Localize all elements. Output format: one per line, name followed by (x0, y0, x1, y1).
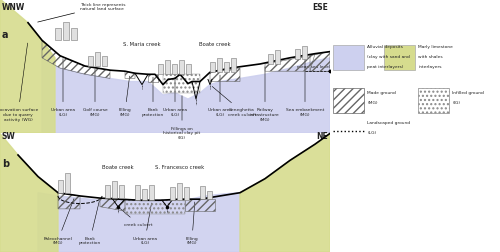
Text: Marly limestone: Marly limestone (418, 45, 454, 49)
Bar (275, 50, 280, 65)
Bar (268, 54, 273, 65)
Text: b: b (2, 158, 9, 168)
Text: Urban area
(LG): Urban area (LG) (163, 78, 187, 116)
Bar (88, 56, 93, 67)
Text: NE: NE (316, 132, 328, 141)
Text: Bank
protection: Bank protection (142, 78, 164, 116)
Polygon shape (0, 134, 58, 252)
Text: Fillings on
historical clay pit
(IG): Fillings on historical clay pit (IG) (164, 96, 200, 140)
Bar (135, 185, 140, 200)
Text: Ceneghetta
creek culvert: Ceneghetta creek culvert (212, 87, 256, 116)
Bar (172, 65, 177, 75)
Bar (231, 58, 236, 73)
Bar (58, 180, 63, 193)
Bar (177, 183, 182, 200)
Bar (102, 56, 107, 67)
Text: S. Maria creek: S. Maria creek (123, 42, 161, 47)
Bar (65, 174, 70, 193)
Text: Infilled ground: Infilled ground (452, 90, 484, 94)
Text: SW: SW (2, 132, 16, 141)
Bar (165, 61, 170, 75)
Bar (95, 52, 100, 67)
Text: Urban area
(LG): Urban area (LG) (133, 203, 157, 244)
Bar (105, 185, 110, 198)
Bar (71, 29, 77, 41)
Text: Urban area
(LG): Urban area (LG) (208, 76, 232, 116)
Bar (55, 29, 61, 41)
Bar (119, 185, 124, 198)
Text: Golf course
(MG): Golf course (MG) (82, 70, 108, 116)
Bar (184, 187, 189, 200)
Bar (302, 47, 307, 59)
Text: interlayers: interlayers (418, 65, 442, 69)
Text: creek culvert: creek culvert (120, 209, 152, 226)
Bar (179, 61, 184, 75)
Text: Boate creek: Boate creek (102, 164, 134, 169)
Bar (158, 65, 163, 75)
Text: peat interlayers): peat interlayers) (368, 65, 404, 69)
Text: Urban area
(LG): Urban area (LG) (51, 59, 75, 116)
Bar (186, 65, 191, 75)
Bar (200, 186, 205, 199)
Bar (207, 191, 212, 199)
Bar (142, 190, 147, 200)
Bar (384, 45, 415, 71)
Polygon shape (42, 58, 330, 134)
Bar (295, 49, 300, 59)
Text: Alluvial deposits: Alluvial deposits (368, 45, 404, 49)
Text: Bank
protection: Bank protection (79, 201, 101, 244)
Polygon shape (38, 193, 240, 252)
Text: S. Francesco creek: S. Francesco creek (156, 164, 204, 169)
Bar (112, 181, 117, 198)
Text: Landscaped ground: Landscaped ground (368, 120, 410, 124)
Bar (224, 63, 229, 73)
Bar (149, 185, 154, 200)
Text: Excavation surface
due to quarry
activity (WG): Excavation surface due to quarry activit… (0, 44, 38, 121)
Text: ESE: ESE (312, 3, 328, 12)
Bar (334, 88, 364, 113)
Text: a: a (2, 30, 8, 40)
Bar (210, 63, 215, 73)
Text: Paleochannel
(MG): Paleochannel (MG) (44, 199, 74, 244)
Bar (170, 187, 175, 200)
Bar (63, 23, 69, 41)
Text: (LG): (LG) (368, 131, 376, 135)
Text: Filling
(MG): Filling (MG) (186, 202, 198, 244)
Bar (334, 45, 364, 71)
Polygon shape (0, 0, 55, 134)
Text: WNW: WNW (2, 3, 25, 12)
Text: Filling
(MG): Filling (MG) (118, 77, 132, 116)
Text: (IG): (IG) (452, 100, 460, 104)
Text: Thick line represents
natural land surface: Thick line represents natural land surfa… (38, 3, 126, 23)
Bar (418, 88, 449, 113)
Text: Made ground: Made ground (368, 90, 396, 94)
Polygon shape (240, 134, 330, 252)
Text: with shales: with shales (418, 55, 443, 59)
Text: mean sea level: mean sea level (297, 65, 330, 69)
Text: Boate creek: Boate creek (199, 42, 231, 47)
Bar (217, 58, 222, 73)
Text: (clay with sand and: (clay with sand and (368, 55, 410, 59)
Text: (MG): (MG) (368, 100, 378, 104)
Text: Railway
infrastructure
(MG): Railway infrastructure (MG) (250, 68, 280, 121)
Text: Sea embankment
(MG): Sea embankment (MG) (286, 59, 324, 116)
